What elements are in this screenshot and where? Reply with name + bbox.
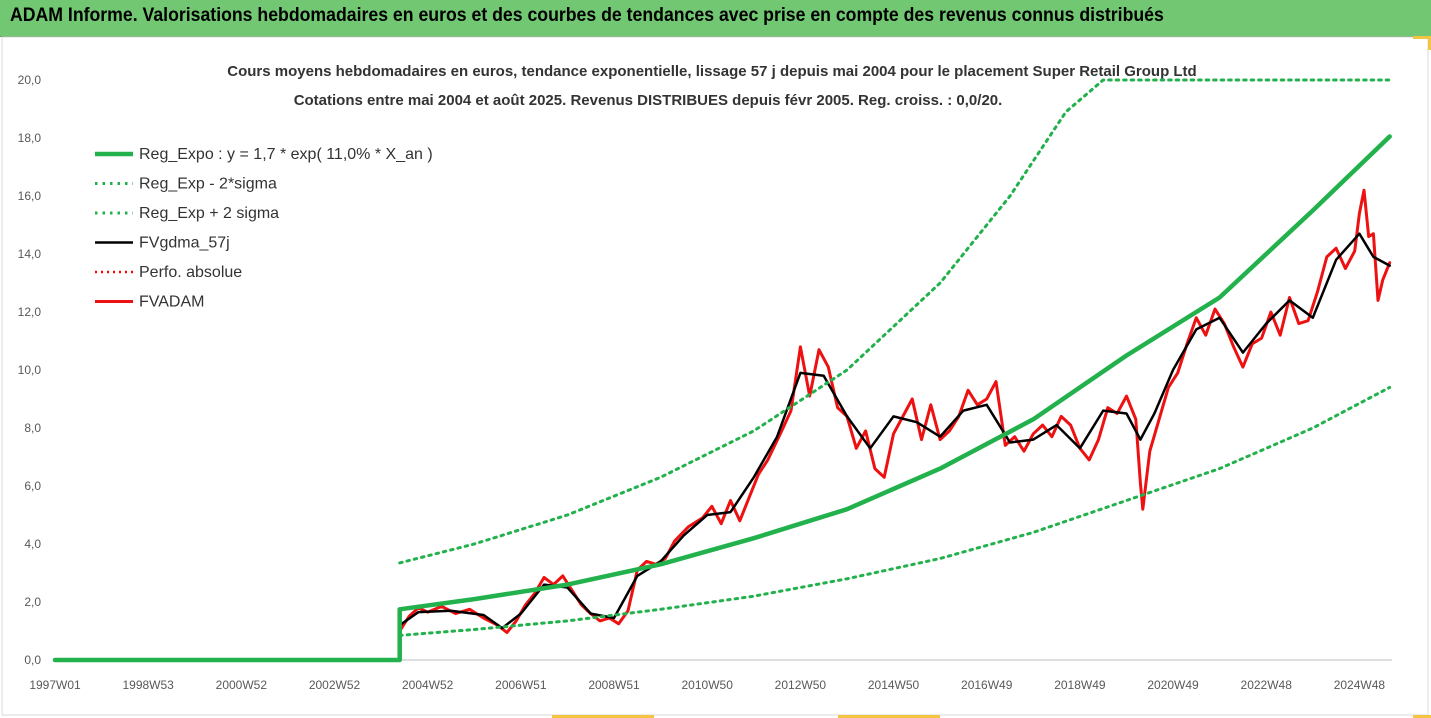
series-line-3 <box>53 232 1391 662</box>
corner-mark <box>838 715 940 718</box>
y-tick-label: 2,0 <box>24 595 41 609</box>
x-tick-label: 2014W50 <box>868 678 920 692</box>
x-tick-label: 2006W51 <box>495 678 547 692</box>
legend: Reg_Expo : y = 1,7 * exp( 11,0% * X_an )… <box>95 146 433 311</box>
x-tick-label: 2012W50 <box>775 678 827 692</box>
x-tick-label: 2024W48 <box>1334 678 1386 692</box>
report-title: ADAM Informe. Valorisations hebdomadaire… <box>10 5 1164 26</box>
report-header: ADAM Informe. Valorisations hebdomadaire… <box>0 0 1431 37</box>
x-tick-label: 2020W49 <box>1147 678 1199 692</box>
x-tick-label: 2004W52 <box>402 678 454 692</box>
legend-label: Reg_Expo : y = 1,7 * exp( 11,0% * X_an ) <box>139 146 433 163</box>
x-axis: 1997W01 1998W53 2000W52 2002W52 2004W52 2006W… <box>29 678 1385 692</box>
series-layer <box>52 78 1392 663</box>
legend-label: FVADAM <box>139 294 204 311</box>
corner-mark <box>1428 36 1431 50</box>
y-tick-label: 4,0 <box>24 537 41 551</box>
legend-label: Reg_Exp + 2 sigma <box>139 205 279 222</box>
x-tick-label: 1998W53 <box>122 678 174 692</box>
y-tick-label: 20,0 <box>18 73 42 87</box>
line-chart: 0,02,04,06,08,010,012,014,016,018,020,0 … <box>1 36 1431 718</box>
y-tick-label: 18,0 <box>18 131 42 145</box>
y-tick-label: 0,0 <box>24 653 41 667</box>
x-tick-label: 1997W01 <box>29 678 81 692</box>
chart-frame <box>1 36 1431 718</box>
chart-title: Cours moyens hebdomadaires en euros, ten… <box>227 63 1196 80</box>
y-tick-label: 6,0 <box>24 479 41 493</box>
x-tick-label: 2002W52 <box>309 678 361 692</box>
x-tick-label: 2018W49 <box>1054 678 1106 692</box>
legend-label: Perfo. absolue <box>139 264 242 281</box>
series-line-5 <box>53 188 1392 662</box>
y-tick-label: 10,0 <box>18 363 42 377</box>
corner-mark <box>552 715 654 718</box>
chart-border <box>1 36 1429 716</box>
legend-label: Reg_Exp - 2*sigma <box>139 176 277 193</box>
y-axis: 0,0 2,0 4,0 6,0 8,0 10,0 12,0 14,0 16,0 18,0 20,0 <box>18 73 42 667</box>
series-line-2 <box>398 78 1392 565</box>
corner-mark <box>1413 36 1431 39</box>
x-tick-label: 2016W49 <box>961 678 1013 692</box>
x-tick-label: 2010W50 <box>682 678 734 692</box>
x-tick-label: 2000W52 <box>216 678 268 692</box>
x-tick-label: 2022W48 <box>1241 678 1293 692</box>
series-line-0 <box>52 134 1392 663</box>
y-tick-label: 8,0 <box>24 421 41 435</box>
legend-label: FVgdma_57j <box>139 235 230 252</box>
corner-mark <box>1413 715 1431 718</box>
x-tick-label: 2008W51 <box>588 678 640 692</box>
chart-subtitle: Cotations entre mai 2004 et août 2025. R… <box>294 92 1003 109</box>
y-tick-label: 14,0 <box>18 247 42 261</box>
series-line-1 <box>398 385 1392 637</box>
y-tick-label: 16,0 <box>18 189 42 203</box>
y-tick-label: 12,0 <box>18 305 42 319</box>
